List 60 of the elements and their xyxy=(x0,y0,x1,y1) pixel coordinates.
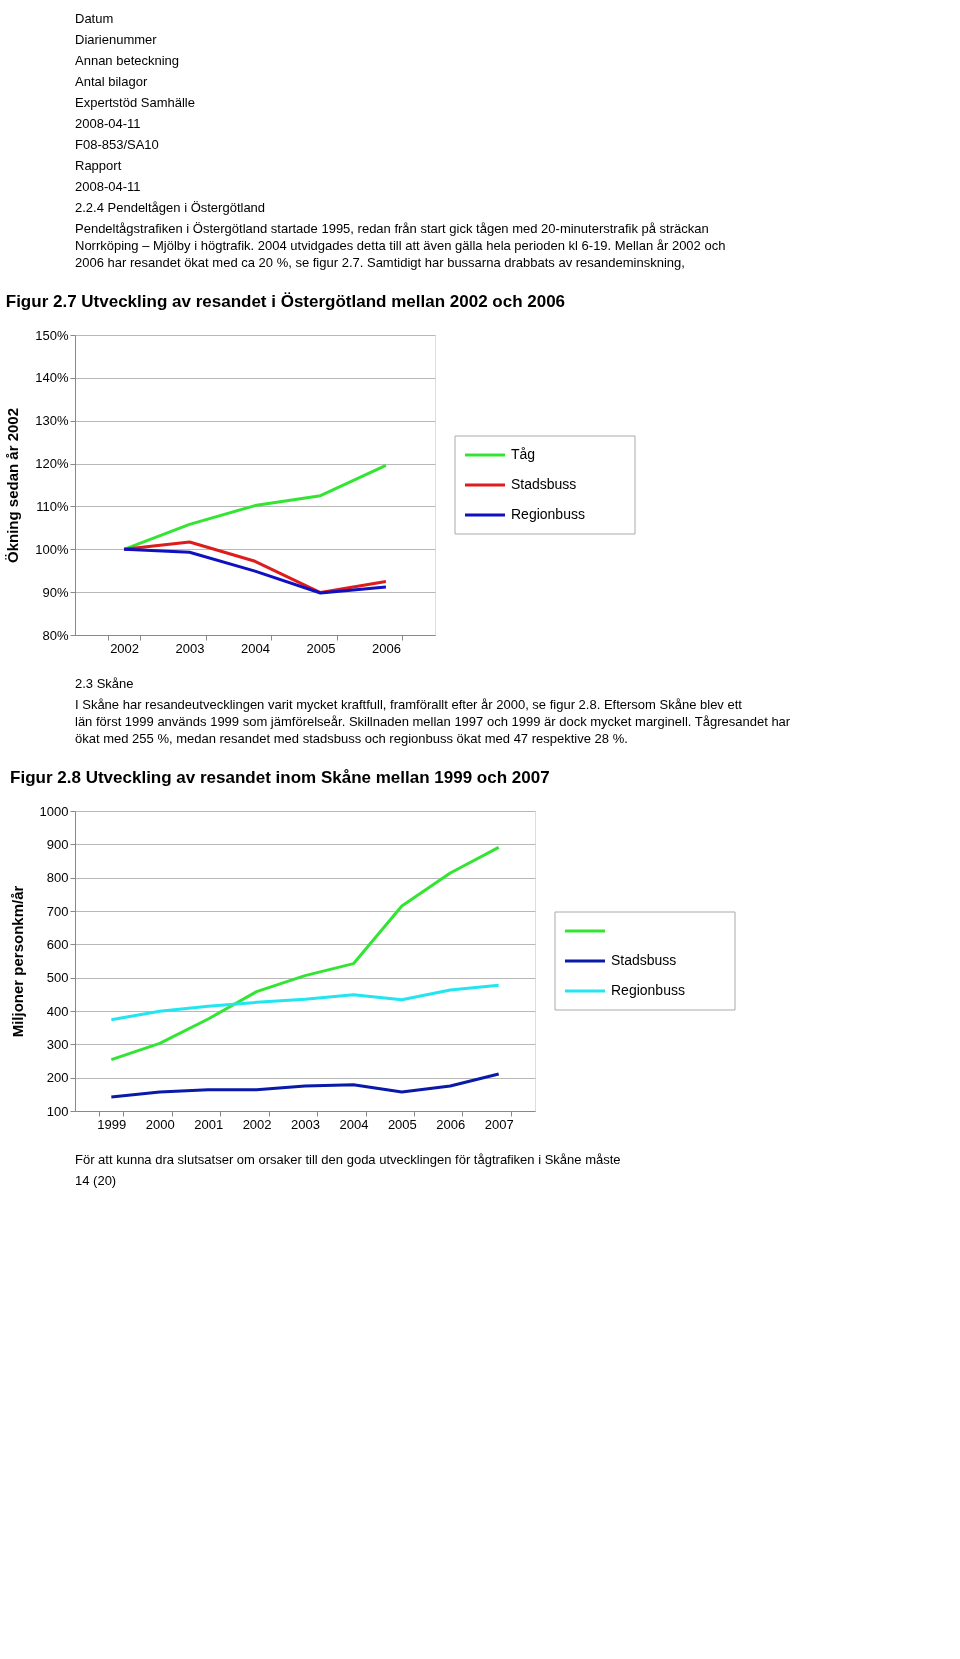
x-tick-label: 2002 xyxy=(242,1116,272,1132)
text: 2.3 Skåne xyxy=(75,676,134,691)
x-tick-label: 2001 xyxy=(194,1116,224,1132)
line-series xyxy=(122,463,388,551)
y-tick-label: 140% xyxy=(35,370,69,386)
legend-label: Tåg xyxy=(511,446,536,462)
chart-title: Figur 2.7 Utveckling av resandet i Östergötland mellan 2002 och 2006 xyxy=(5,292,566,311)
y-tick-label: 500 xyxy=(46,970,69,986)
legend-label: Stadsbuss xyxy=(511,476,577,492)
text: 2008-04-11 xyxy=(75,116,141,131)
legend-label: Regionbuss xyxy=(511,506,585,522)
y-tick-label: 900 xyxy=(46,836,69,852)
text: Annan beteckning xyxy=(75,53,180,68)
text: 2008-04-11 xyxy=(75,179,141,194)
line-series xyxy=(109,983,501,1022)
legend-label: Regionbuss xyxy=(611,982,685,998)
y-tick-label: 130% xyxy=(35,413,69,429)
x-tick-label: 2005 xyxy=(306,640,336,656)
y-tick-label: 300 xyxy=(46,1036,69,1052)
x-tick-label: 2004 xyxy=(241,640,270,656)
text: 14 (20) xyxy=(75,1173,117,1188)
text: För att kunna dra slutsatser om orsaker till den goda utvecklingen för tågtrafiken i Skåne måste xyxy=(75,1152,621,1167)
y-tick-label: 800 xyxy=(46,870,69,886)
x-tick-label: 2003 xyxy=(175,640,205,656)
y-tick-label: 100 xyxy=(46,1103,69,1119)
x-tick-label: 2006 xyxy=(371,640,401,656)
y-tick-label: 120% xyxy=(35,456,69,472)
x-tick-label: 2006 xyxy=(436,1116,466,1132)
y-tick-label: 200 xyxy=(46,1070,69,1086)
x-tick-label: 2003 xyxy=(291,1116,320,1132)
x-tick-label: 2002 xyxy=(110,640,140,656)
y-tick-label: 90% xyxy=(42,584,69,600)
line-series xyxy=(109,845,501,1062)
text: Diarienummer xyxy=(75,32,158,47)
text: Datum xyxy=(75,11,114,26)
y-tick-label: 100% xyxy=(35,541,69,557)
y-axis-title: Miljoner personkm/år xyxy=(8,885,26,1038)
line-series xyxy=(109,1072,501,1099)
text: 2.2.4 Pendeltågen i Östergötland xyxy=(75,200,266,215)
y-tick-label: 150% xyxy=(35,327,69,343)
text: Pendeltågstrafiken i Östergötland startade 1995, redan från start gick tågen med 20-minuterstrafik på sträckan Norrköping – Mjölby i högtrafik. 2004 utvidgades detta till att även gälla hela perioden kl 6-19. Mellan år 2002 och 2006 har resandet ökat med ca 20 %, se figur 2.7. Samtidigt har bussarna drabbats av resandeminskning, xyxy=(75,221,726,270)
y-tick-label: 80% xyxy=(42,627,69,643)
text: F08-853/SA10 xyxy=(75,137,159,152)
x-tick-label: 2000 xyxy=(145,1116,175,1132)
text: Expertstöd Samhälle xyxy=(75,95,195,110)
y-tick-label: 1000 xyxy=(39,803,69,819)
text: Antal bilagor xyxy=(75,74,148,89)
y-tick-label: 700 xyxy=(46,903,69,919)
y-tick-label: 400 xyxy=(46,1003,69,1019)
x-tick-label: 2007 xyxy=(484,1116,514,1132)
chart-title: Figur 2.8 Utveckling av resandet inom Skåne mellan 1999 och 2007 xyxy=(10,768,550,787)
legend-label: Stadsbuss xyxy=(611,952,677,968)
y-axis-title: Ökning sedan år 2002 xyxy=(4,407,22,564)
text: I Skåne har resandeutvecklingen varit mycket kraftfull, framförallt efter år 2000, se figur 2.8. Eftersom Skåne blev ett län först 1999 används 1999 som jämförelseår. Skillnaden mellan 1997 och 1999 är dock mycket marginell. Tågresandet har ökat med 255 %, medan resandet med stadsbuss och regionbuss ökat med 47 respektive 28 %. xyxy=(75,697,791,746)
y-tick-label: 600 xyxy=(46,936,69,952)
y-tick-label: 110% xyxy=(36,498,69,514)
text: Rapport xyxy=(75,158,122,173)
x-tick-label: 2004 xyxy=(339,1116,369,1132)
x-tick-label: 1999 xyxy=(97,1116,127,1132)
x-tick-label: 2005 xyxy=(387,1116,417,1132)
